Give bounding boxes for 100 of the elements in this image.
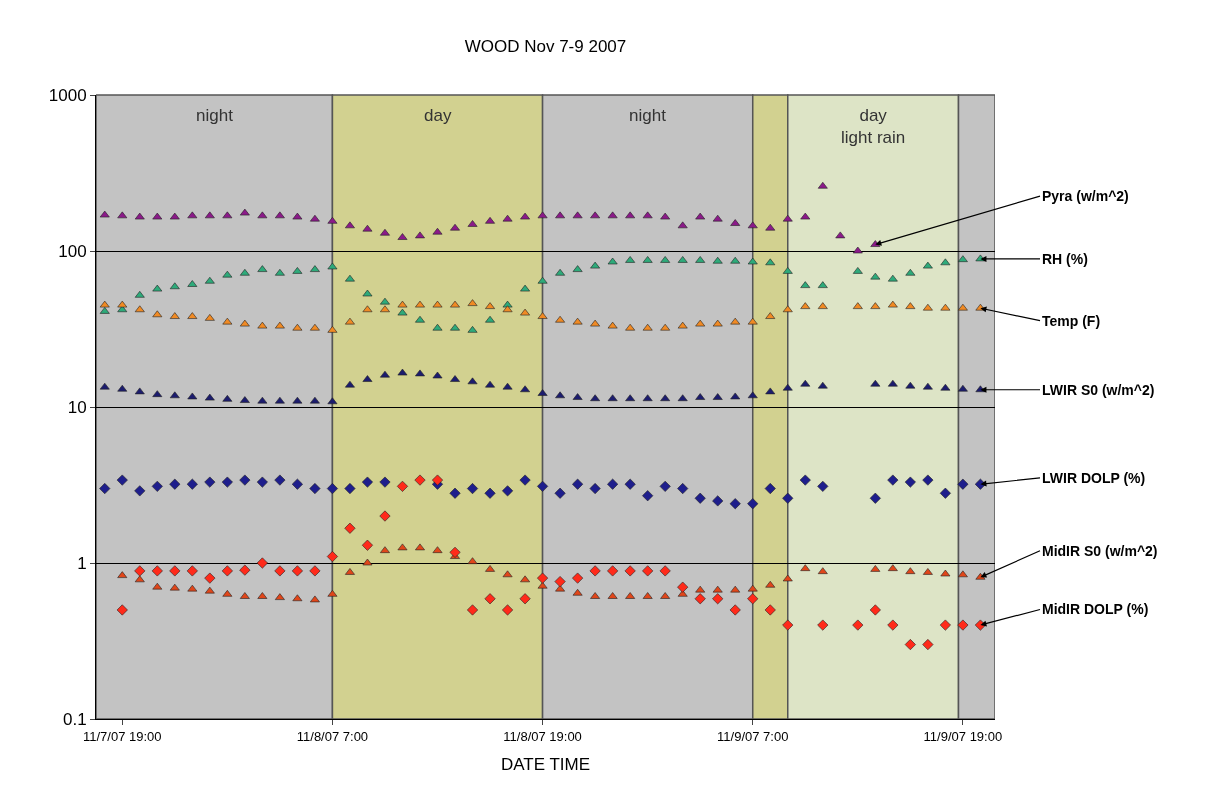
point xyxy=(134,575,145,583)
y-tick-label: 0.1 xyxy=(62,709,87,729)
point xyxy=(99,382,110,390)
point xyxy=(765,258,776,266)
point xyxy=(712,319,723,327)
point xyxy=(204,276,215,284)
x-tick-label: 11/8/07 19:00 xyxy=(503,728,582,744)
point xyxy=(695,212,706,220)
point xyxy=(940,258,951,266)
point xyxy=(344,483,356,495)
point xyxy=(870,379,881,387)
point xyxy=(99,210,110,218)
point xyxy=(502,214,513,222)
point xyxy=(922,382,933,390)
point xyxy=(869,492,881,504)
point xyxy=(520,385,530,393)
point xyxy=(379,510,391,522)
y-tick-label: 1 xyxy=(77,553,87,573)
point xyxy=(292,212,303,220)
point xyxy=(152,284,163,292)
point xyxy=(695,319,706,327)
point xyxy=(432,323,443,331)
point xyxy=(537,480,549,492)
point xyxy=(747,391,758,399)
point xyxy=(747,593,759,605)
point xyxy=(502,305,513,313)
point xyxy=(764,604,776,616)
point xyxy=(239,268,250,276)
point xyxy=(537,211,548,219)
point xyxy=(747,221,758,229)
point xyxy=(747,257,758,265)
text: MidIR S0 (w/m^2) xyxy=(1042,543,1158,559)
band-label: day xyxy=(424,106,452,125)
point xyxy=(361,476,373,488)
point xyxy=(572,572,584,584)
point xyxy=(519,474,531,486)
point xyxy=(835,231,846,239)
point xyxy=(380,546,390,553)
point xyxy=(555,268,566,276)
point xyxy=(607,257,618,265)
point xyxy=(345,221,355,229)
point xyxy=(222,211,233,219)
point xyxy=(729,498,741,510)
point xyxy=(765,580,776,588)
point xyxy=(415,369,425,377)
point xyxy=(782,305,793,313)
point xyxy=(747,317,758,325)
point xyxy=(432,227,443,235)
point xyxy=(326,483,338,495)
point xyxy=(151,565,163,577)
point xyxy=(782,619,794,631)
point xyxy=(659,480,671,492)
point xyxy=(222,270,233,278)
point xyxy=(572,588,583,596)
point xyxy=(291,478,303,490)
point xyxy=(379,476,391,488)
point xyxy=(414,474,426,486)
point xyxy=(922,474,934,486)
point xyxy=(396,480,408,492)
point xyxy=(204,211,215,219)
point xyxy=(99,483,111,495)
point xyxy=(537,276,548,284)
point xyxy=(169,478,181,490)
point xyxy=(939,487,951,499)
band-label: night xyxy=(629,106,667,125)
point xyxy=(904,639,916,651)
point xyxy=(485,302,495,309)
point xyxy=(624,478,636,490)
point xyxy=(380,297,390,305)
point xyxy=(169,583,180,591)
point xyxy=(292,594,303,602)
point xyxy=(186,565,198,577)
point xyxy=(362,224,373,232)
point xyxy=(957,384,968,392)
point xyxy=(502,382,513,390)
point xyxy=(904,476,916,488)
point xyxy=(712,214,723,222)
point xyxy=(274,474,286,486)
y-tick-label: 1000 xyxy=(48,85,87,105)
point xyxy=(116,604,128,616)
point xyxy=(274,565,286,577)
point xyxy=(712,585,723,593)
point xyxy=(677,221,688,229)
y-tick-label: 10 xyxy=(67,397,87,417)
point xyxy=(309,565,321,577)
point xyxy=(467,604,479,616)
point xyxy=(134,387,145,395)
point xyxy=(99,300,110,308)
point xyxy=(257,211,268,219)
point xyxy=(292,396,303,404)
point xyxy=(309,323,320,331)
band-label: day light rain xyxy=(841,106,906,148)
point xyxy=(782,214,793,222)
point xyxy=(590,211,601,219)
point xyxy=(730,317,741,325)
x-tick-label: 11/8/07 7:00 xyxy=(296,728,369,744)
point xyxy=(327,262,338,270)
point xyxy=(642,323,653,331)
point xyxy=(852,619,864,631)
point xyxy=(485,565,495,572)
